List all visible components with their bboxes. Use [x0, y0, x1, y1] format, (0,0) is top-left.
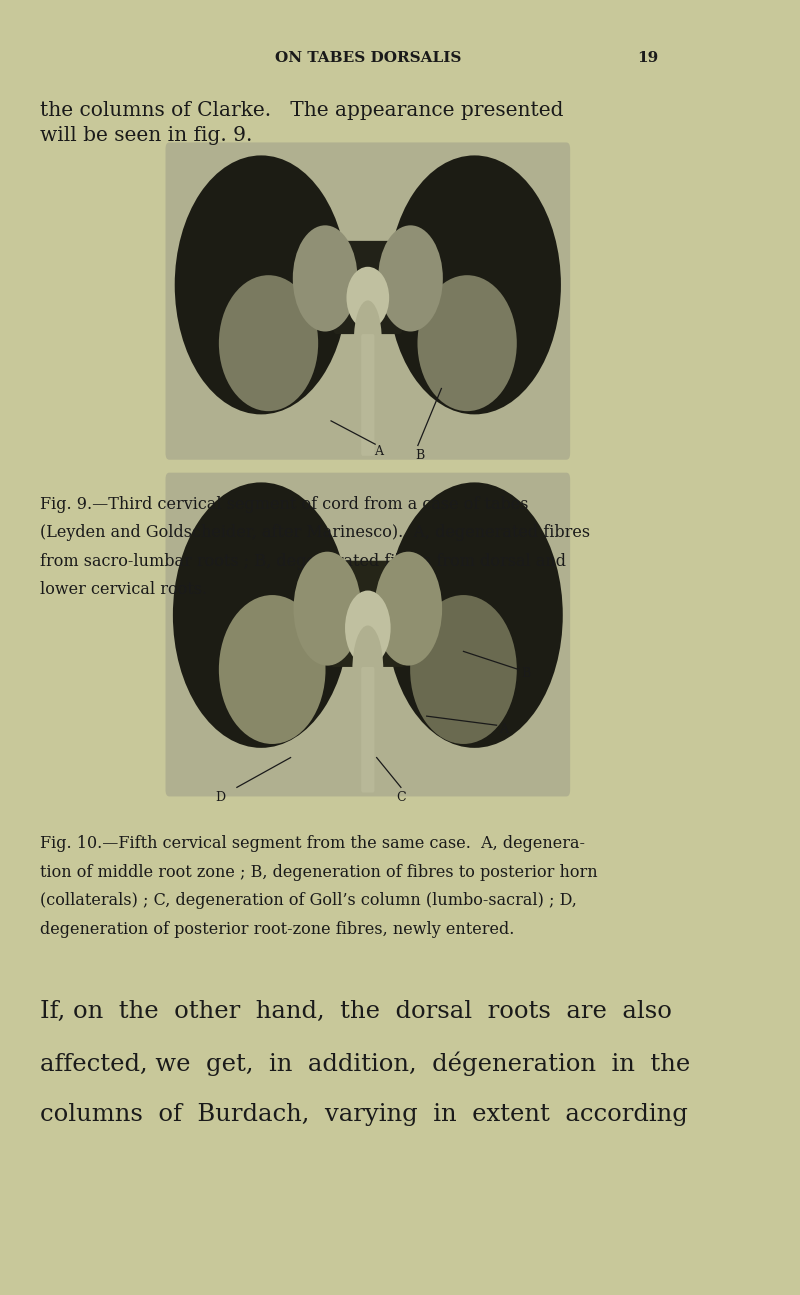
Text: 19: 19: [637, 52, 658, 65]
Text: the columns of Clarke.   The appearance presented: the columns of Clarke. The appearance pr…: [41, 101, 564, 119]
Ellipse shape: [388, 155, 561, 414]
FancyBboxPatch shape: [362, 667, 374, 793]
Ellipse shape: [346, 267, 389, 329]
Ellipse shape: [410, 596, 517, 743]
Text: B: B: [521, 667, 530, 680]
Text: columns  of  Burdach,  varying  in  extent  according: columns of Burdach, varying in extent ac…: [41, 1103, 688, 1127]
Ellipse shape: [374, 552, 442, 666]
Text: If, on  the  other  hand,  the  dorsal  roots  are  also: If, on the other hand, the dorsal roots …: [41, 1000, 672, 1023]
Ellipse shape: [219, 596, 326, 743]
Ellipse shape: [418, 276, 517, 412]
Text: C: C: [396, 791, 406, 804]
Ellipse shape: [354, 300, 382, 381]
Text: will be seen in fig. 9.: will be seen in fig. 9.: [41, 127, 253, 145]
FancyBboxPatch shape: [166, 473, 570, 796]
Ellipse shape: [173, 482, 350, 747]
Text: ON TABES DORSALIS: ON TABES DORSALIS: [274, 52, 461, 65]
Ellipse shape: [294, 552, 362, 666]
FancyBboxPatch shape: [330, 561, 406, 667]
Ellipse shape: [345, 591, 390, 666]
Ellipse shape: [352, 625, 383, 714]
Text: tion of middle root zone ; B, degeneration of fibres to posterior horn: tion of middle root zone ; B, degenerati…: [41, 864, 598, 881]
Ellipse shape: [219, 276, 318, 412]
FancyBboxPatch shape: [334, 241, 402, 334]
Text: affected, we  get,  in  addition,  dégeneration  in  the: affected, we get, in addition, dégenera…: [41, 1052, 690, 1076]
Text: Fig. 10.—Fifth cervical segment from the same case.  A, degenera-: Fig. 10.—Fifth cervical segment from the…: [41, 835, 586, 852]
Text: (collaterals) ; C, degeneration of Goll’s column (lumbo-sacral) ; D,: (collaterals) ; C, degeneration of Goll’…: [41, 892, 578, 909]
FancyBboxPatch shape: [362, 334, 374, 456]
FancyBboxPatch shape: [166, 142, 570, 460]
Text: lower cervical roots.: lower cervical roots.: [41, 581, 207, 598]
Text: B: B: [416, 449, 425, 462]
Ellipse shape: [293, 225, 358, 332]
Text: D: D: [216, 791, 226, 804]
Text: (Leyden and Goldscheider, after Marinesco).  A, degenerated fibres: (Leyden and Goldscheider, after Marinesc…: [41, 524, 590, 541]
Text: A: A: [374, 445, 382, 458]
Text: from sacro-lumbar roots ; B, degenerated fibres from dorsal and: from sacro-lumbar roots ; B, degenerated…: [41, 553, 566, 570]
Ellipse shape: [378, 225, 443, 332]
Ellipse shape: [386, 482, 562, 747]
Text: degeneration of posterior root-zone fibres, newly entered.: degeneration of posterior root-zone fibr…: [41, 921, 515, 938]
Ellipse shape: [174, 155, 347, 414]
Text: A: A: [498, 723, 508, 736]
Text: Fig. 9.—Third cervical segment of cord from a case of tabes: Fig. 9.—Third cervical segment of cord f…: [41, 496, 529, 513]
